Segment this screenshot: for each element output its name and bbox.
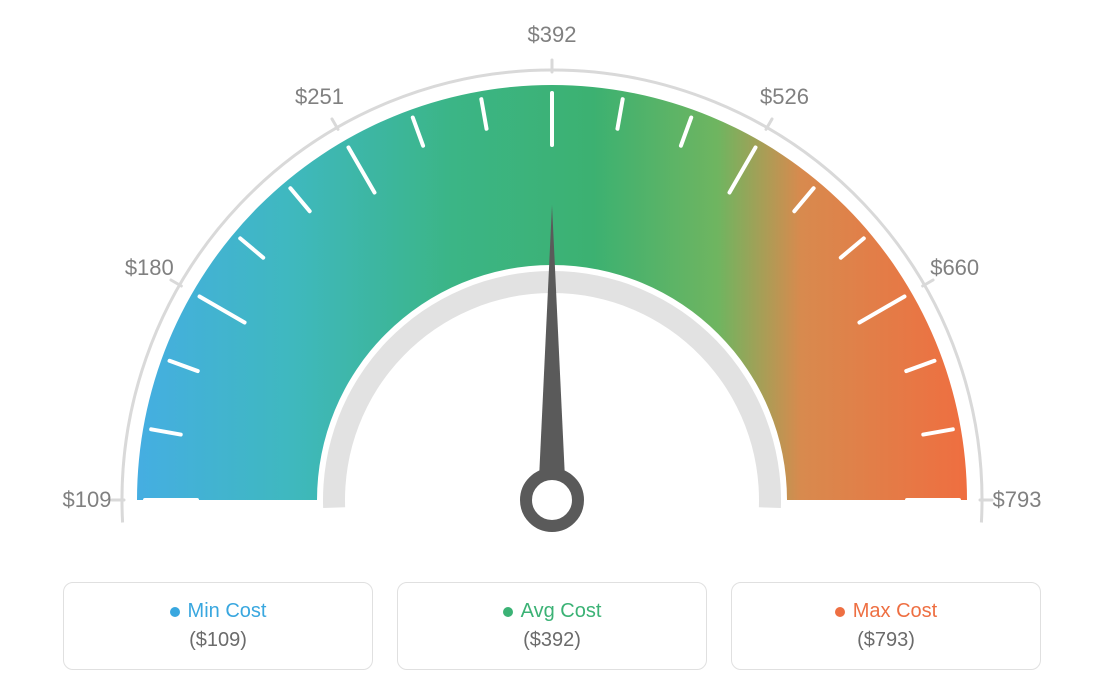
gauge-tick-label: $793 <box>993 487 1042 513</box>
legend-label-max: Max Cost <box>853 600 937 623</box>
legend-title-max: Max Cost <box>835 600 937 623</box>
legend-card-avg: Avg Cost ($392) <box>397 582 707 670</box>
gauge-tick-label: $109 <box>63 487 112 513</box>
gauge-tick-label: $251 <box>295 84 344 110</box>
legend-card-max: Max Cost ($793) <box>731 582 1041 670</box>
legend-value-max: ($793) <box>857 629 915 652</box>
gauge-tick-label: $526 <box>760 84 809 110</box>
legend-title-avg: Avg Cost <box>503 600 602 623</box>
gauge-tick-label: $392 <box>528 22 577 48</box>
legend-row: Min Cost ($109) Avg Cost ($392) Max Cost… <box>0 582 1104 670</box>
legend-dot-max <box>835 607 845 617</box>
legend-label-min: Min Cost <box>188 600 267 623</box>
gauge-chart: $109 $180 $251 $392 $526 $660 $793 <box>0 0 1104 560</box>
legend-title-min: Min Cost <box>170 600 267 623</box>
gauge-tick-label: $180 <box>125 255 174 281</box>
legend-dot-avg <box>503 607 513 617</box>
legend-value-min: ($109) <box>189 629 247 652</box>
legend-value-avg: ($392) <box>523 629 581 652</box>
legend-card-min: Min Cost ($109) <box>63 582 373 670</box>
legend-label-avg: Avg Cost <box>521 600 602 623</box>
cost-gauge-container: $109 $180 $251 $392 $526 $660 $793 Min Cost ($… <box>0 0 1104 690</box>
legend-dot-min <box>170 607 180 617</box>
gauge-tick-label: $660 <box>930 255 979 281</box>
